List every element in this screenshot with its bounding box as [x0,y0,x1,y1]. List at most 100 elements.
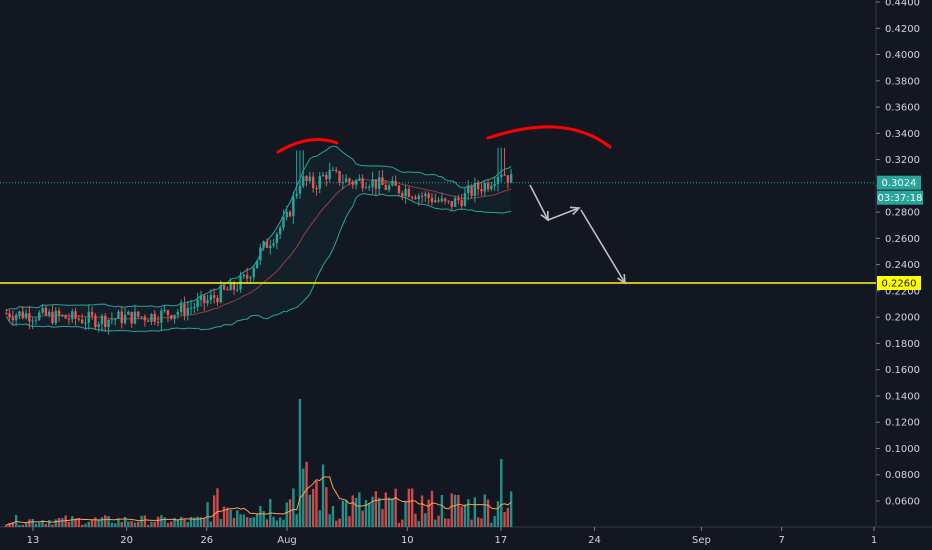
left-peak-arc[interactable] [276,138,339,154]
candle-body [377,177,381,189]
volume-bar [57,517,61,527]
candle-body [259,247,262,261]
volume-bar [302,468,305,527]
projection-arrow-3[interactable] [580,209,626,284]
projection-arrow-1[interactable] [529,184,549,221]
candle-body [255,260,259,269]
candle-body [160,310,163,323]
time-tick-label: 24 [588,535,601,546]
price-tick-label: 0.1800 [885,339,920,350]
volume-bar [104,515,107,527]
price-tick-label: 0.3800 [885,76,920,87]
candle-body [8,313,11,318]
candle-body [493,184,496,186]
volume-bar [265,519,269,527]
bollinger-basis-line [6,179,512,320]
projection-arrow-2[interactable] [547,207,580,221]
time-tick-label: 17 [495,535,508,546]
right-peak-arc[interactable] [486,125,612,149]
volume-bar [24,522,28,527]
candle-body [503,174,506,176]
candle-body [298,185,302,194]
time-tick-label: Sep [692,535,711,546]
volume-bar [476,517,480,527]
volume-bar [196,516,199,527]
candle-body [41,307,44,313]
volume-bar [252,517,255,527]
volume-bar [84,523,87,527]
price-tick-label: 0.4400 [885,0,920,9]
volume-bar [137,521,140,527]
candle-body [397,185,401,193]
candle-body [424,193,427,197]
volume-bar [143,515,147,527]
volume-bar [305,461,308,527]
countdown-label: 03:37:18 [878,193,923,204]
price-tick-label: 0.0600 [885,497,920,508]
candle-body [64,315,67,319]
volume-bar [394,488,397,527]
volume-bar [64,515,67,527]
volume-bar [437,515,440,527]
candle-body [364,187,368,189]
volume-bar [285,502,288,527]
candle-body [463,192,467,206]
volume-bar [460,506,463,527]
price-tick-label: 0.4200 [885,24,920,35]
price-tick-label: 0.3400 [885,129,920,140]
candle-body [265,241,269,248]
volume-bar [216,488,219,527]
volume-bar [473,497,477,527]
volume-bar [361,510,364,527]
volume-bar [374,491,378,527]
volume-bar [206,502,209,527]
price-tick-label: 0.2800 [885,208,920,219]
volume-bar [358,492,361,527]
candle-body [179,303,183,312]
projection-arrow-2-head [569,206,581,216]
volume-bar [315,481,318,527]
volume-bar [288,499,292,527]
volume-bar [493,515,496,527]
volume-bar [100,517,104,527]
volume-bar [282,519,285,527]
volume-bar [61,518,64,527]
candle-body [212,295,216,298]
volume-bar [163,517,166,527]
volume-bar [255,513,259,527]
volume-bar [344,500,348,527]
candle-body [282,217,285,228]
volume-bar [318,510,321,527]
candle-body [358,178,361,181]
volume-bar [427,499,430,527]
candle-body [311,176,315,189]
volume-bar [496,501,500,527]
volume-bar [77,517,81,527]
candle-body [153,313,156,322]
candle-body [133,311,137,324]
volume-bar [183,519,186,527]
volume-bar [308,494,312,527]
volume-bar [47,520,51,527]
candle-body [321,174,325,177]
volume-bar [107,516,110,527]
time-tick-label: 7 [778,535,784,546]
volume-bar [470,519,473,527]
volume-bar [440,495,444,527]
candle-body [318,176,321,190]
candle-body [80,319,84,324]
candle-body [173,314,176,319]
candle-body [47,311,51,316]
volume-bar [480,518,483,527]
candle-body [222,285,226,290]
candle-body [387,185,391,190]
volume-bar [8,523,11,527]
volume-bar [384,492,387,527]
candle-body [104,315,107,328]
volume-bar [321,464,325,527]
volume-bar [447,518,450,527]
volume-bar [467,499,470,527]
candle-body [295,193,298,197]
